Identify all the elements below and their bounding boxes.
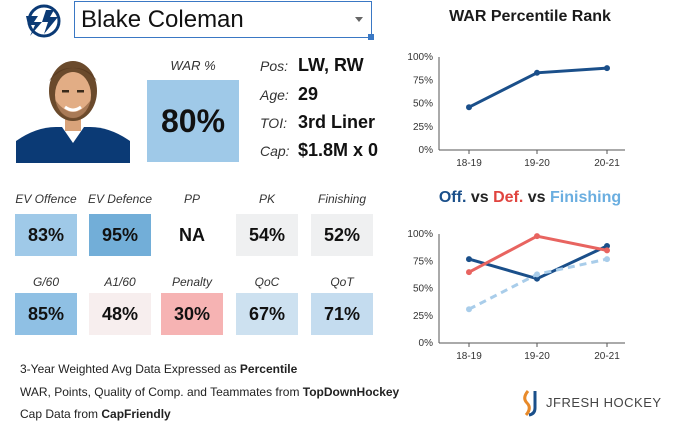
x-tick-label: 19-20 — [524, 158, 550, 169]
data-point — [534, 233, 540, 240]
chart2-title-part: vs — [523, 189, 551, 206]
pp-label: PP — [183, 192, 200, 206]
resize-handle[interactable] — [368, 34, 374, 40]
data-point — [534, 275, 540, 282]
y-tick-label: 0% — [419, 145, 434, 156]
jfresh-logo-icon — [520, 388, 546, 418]
age-label: Age: — [260, 87, 289, 103]
data-point — [604, 242, 610, 249]
y-tick-label: 50% — [413, 99, 433, 110]
data-point — [534, 69, 540, 76]
a160-label: A1/60 — [104, 275, 136, 289]
data-point — [466, 256, 472, 263]
y-tick-label: 50% — [413, 284, 433, 295]
cap-value: $1.8M x 0 — [298, 140, 379, 160]
y-tick-label: 25% — [413, 311, 433, 322]
qoc-value: 67% — [236, 293, 298, 335]
y-tick-label: 100% — [407, 52, 433, 63]
a160-value: 48% — [89, 293, 151, 335]
chart2-title-part: Def. — [493, 189, 524, 206]
chart2-title: Off. vs Def. vs Finishing — [395, 189, 665, 207]
penalty-label: Penalty — [171, 275, 213, 289]
war-value: 80% — [147, 80, 239, 162]
y-tick-label: 100% — [407, 229, 433, 240]
finishing-value: 52% — [311, 214, 373, 256]
data-point — [466, 269, 472, 276]
toi-label: TOI: — [260, 115, 287, 131]
finishing-label: Finishing — [317, 192, 367, 206]
x-tick-label: 19-20 — [524, 351, 550, 362]
x-tick-label: 18-19 — [456, 158, 482, 169]
pk-label: PK — [258, 192, 275, 206]
penalty-value: 30% — [161, 293, 223, 335]
player-select[interactable]: Blake Coleman — [74, 1, 374, 40]
brand-text: JFRESH HOCKEY — [546, 395, 662, 410]
lightning-bolt-icon — [22, 2, 66, 40]
war-percentile-chart: 0% 25% 50% 75% 100% 18-19 19-20 20-21 — [407, 52, 625, 169]
note-source-topdown: WAR, Points, Quality of Comp. and Teamma… — [20, 385, 400, 399]
x-tick-label: 20-21 — [594, 351, 620, 362]
caret-down-icon[interactable] — [355, 17, 363, 22]
y-tick-label: 25% — [413, 122, 433, 133]
data-point — [466, 104, 472, 111]
pp-value: NA — [161, 214, 223, 256]
x-tick-label: 18-19 — [456, 351, 482, 362]
ev-defence-label: EV Defence — [87, 192, 153, 206]
chart1-title: WAR Percentile Rank — [449, 8, 611, 25]
g60-label: G/60 — [32, 275, 59, 289]
age-value: 29 — [298, 84, 319, 104]
cap-label: Cap: — [260, 143, 290, 159]
war-label: WAR % — [170, 58, 216, 73]
g60-value: 85% — [15, 293, 77, 335]
note-percentile: 3-Year Weighted Avg Data Expressed as Pe… — [20, 362, 298, 376]
y-tick-label: 0% — [419, 338, 434, 349]
ev-offence-label: EV Offence — [15, 192, 77, 206]
data-point — [604, 247, 610, 254]
y-tick-label: 75% — [413, 75, 433, 86]
position-value: LW, RW — [298, 55, 364, 75]
player-name: Blake Coleman — [81, 6, 244, 33]
data-point — [604, 65, 610, 72]
off-def-finishing-chart: 0% 25% 50% 75% 100% 18-19 19-20 20-21 — [407, 229, 625, 362]
position-label: Pos: — [260, 58, 289, 74]
chart2-title-part: Off. — [438, 189, 467, 206]
ev-offence-value: 83% — [15, 214, 77, 256]
note-source-capfriendly: Cap Data from CapFriendly — [20, 407, 171, 421]
qoc-label: QoC — [254, 275, 280, 289]
pk-value: 54% — [236, 214, 298, 256]
chart2-title-part: vs — [466, 189, 494, 206]
x-tick-label: 20-21 — [594, 158, 620, 169]
ev-defence-value: 95% — [89, 214, 151, 256]
data-point — [604, 256, 610, 263]
player-photo — [16, 57, 130, 163]
data-point — [466, 306, 472, 313]
y-tick-label: 75% — [413, 256, 433, 267]
chart2-title-part: Finishing — [550, 189, 622, 206]
data-point — [534, 271, 540, 278]
qot-value: 71% — [311, 293, 373, 335]
toi-value: 3rd Liner — [298, 112, 376, 132]
qot-label: QoT — [330, 275, 354, 289]
